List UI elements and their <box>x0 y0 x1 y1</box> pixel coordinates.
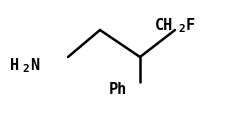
Text: H: H <box>10 58 19 73</box>
Text: 2: 2 <box>178 24 185 34</box>
Text: CH: CH <box>155 18 173 33</box>
Text: N: N <box>30 58 39 73</box>
Text: 2: 2 <box>22 64 29 74</box>
Text: Ph: Ph <box>109 82 127 97</box>
Text: F: F <box>186 18 195 33</box>
